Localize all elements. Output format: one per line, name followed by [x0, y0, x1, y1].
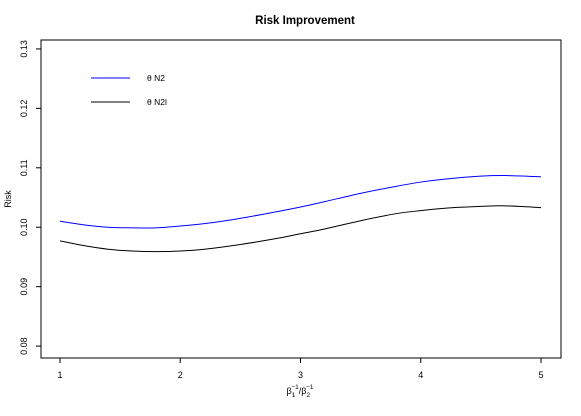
x-label-sub1: 1 — [292, 392, 296, 399]
x-tick-label: 2 — [178, 370, 183, 380]
x-axis: 1 2 3 4 5 — [57, 358, 544, 380]
x-label-sup1: −1 — [291, 384, 299, 391]
series-layer — [59, 174, 542, 253]
y-tick-label: 0.13 — [19, 40, 29, 58]
y-tick-label: 0.12 — [19, 100, 29, 118]
y-tick-label: 0.08 — [19, 337, 29, 355]
x-label-sub2: 2 — [306, 392, 310, 399]
y-tick-label: 0.11 — [19, 159, 29, 176]
x-label-sep: / — [299, 386, 302, 396]
legend: θ N2 θ N2l — [91, 73, 167, 107]
x-label-beta2: β — [301, 386, 306, 396]
legend-label: θ N2 — [147, 73, 165, 83]
plot-frame — [40, 39, 562, 359]
x-label-sup2: −1 — [306, 384, 314, 391]
x-tick-label: 3 — [298, 370, 303, 380]
y-axis-label: Risk — [3, 190, 13, 208]
x-tick-label: 4 — [418, 370, 423, 380]
series-line-2 — [59, 205, 542, 253]
y-tick-label: 0.10 — [19, 218, 29, 236]
x-tick-label: 1 — [57, 370, 62, 380]
x-tick-label: 5 — [538, 370, 543, 380]
x-label-beta1: β — [287, 386, 292, 396]
series-line-1 — [59, 174, 542, 229]
legend-label: θ N2l — [147, 97, 167, 107]
x-axis-label: β1−1/β2−1 — [287, 384, 314, 399]
chart-title: Risk Improvement — [255, 15, 355, 27]
y-axis: 0.08 0.09 0.10 0.11 0.12 0.13 — [19, 40, 41, 355]
y-tick-label: 0.09 — [19, 278, 29, 296]
